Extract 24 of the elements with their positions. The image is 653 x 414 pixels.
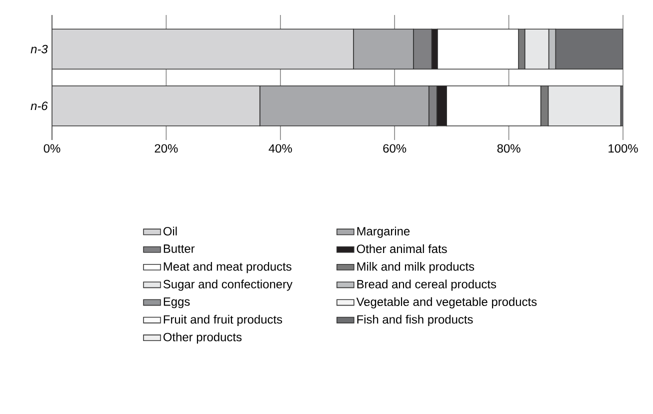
legend-label: Oil (163, 226, 177, 236)
legend-label: Other products (163, 332, 242, 344)
x-tick-label: 40% (268, 144, 292, 153)
legend-label: Margarine (357, 226, 410, 238)
x-tick-label: 20% (154, 144, 178, 153)
legend-label: Eggs (164, 297, 190, 308)
y-tick-label: n-3 (30, 44, 48, 54)
x-tick-label: 0% (44, 144, 60, 153)
x-tick-label: 80% (497, 144, 520, 153)
bar (52, 28, 354, 70)
legend-label: Sugar and confectionery (163, 280, 292, 291)
y-tick-label: n-6 (30, 102, 48, 110)
legend-label: Fish and fish products (357, 314, 473, 326)
legend-label: Butter (164, 244, 195, 253)
bar (52, 86, 260, 126)
legend-label: Bread and cereal products (357, 280, 496, 291)
legend-label: Meat and meat products (164, 262, 292, 274)
legend-label: Other animal fats (356, 244, 447, 254)
x-tick-label: 100% (608, 144, 638, 153)
legend-label: Fruit and fruit products (164, 314, 282, 326)
legend-label: Milk and milk products (357, 262, 474, 274)
bar (555, 28, 624, 70)
x-tick-label: 60% (383, 144, 406, 153)
legend-label: Vegetable and vegetable products (356, 297, 537, 308)
